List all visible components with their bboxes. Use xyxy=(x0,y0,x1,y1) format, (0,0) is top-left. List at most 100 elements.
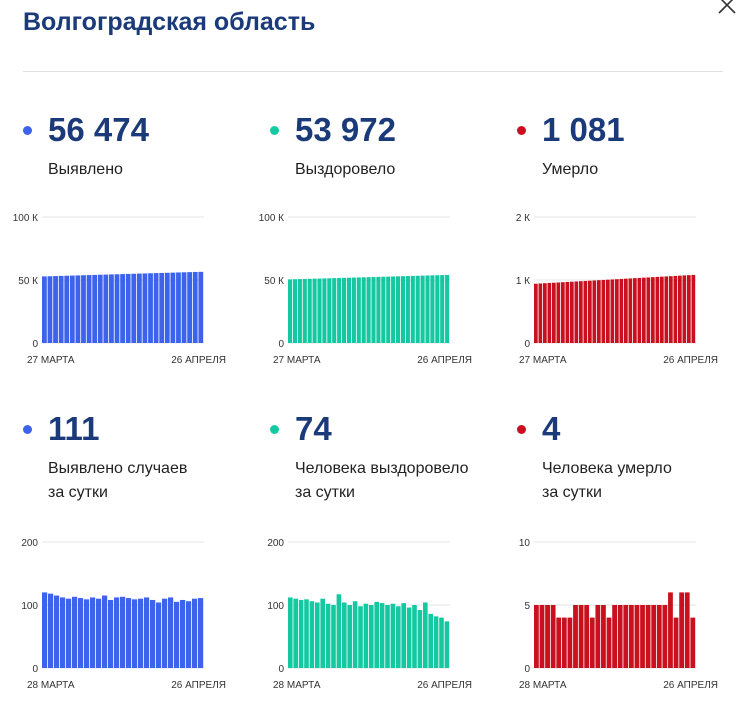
chart-daily-deaths: 0 5 10 28 МАРТА 26 АПРЕЛЯ xyxy=(519,538,718,691)
bar xyxy=(312,278,317,343)
bar xyxy=(92,274,98,343)
bar xyxy=(159,272,165,343)
bar xyxy=(327,278,332,343)
bar xyxy=(54,595,60,668)
bar xyxy=(664,276,669,343)
bar xyxy=(109,274,114,343)
stat-total-detected: 56 474 Выявлено xyxy=(23,110,253,178)
x-start-label: 27 МАРТА xyxy=(27,355,75,366)
chart-total-recovered: 0 50 К 100 К 27 МАРТА 26 АПРЕЛЯ xyxy=(259,213,472,366)
x-end-label: 26 АПРЕЛЯ xyxy=(171,355,226,366)
bar xyxy=(374,601,379,668)
bar xyxy=(96,598,102,668)
bar xyxy=(578,605,584,668)
bar xyxy=(440,275,445,343)
x-end-label: 26 АПРЕЛЯ xyxy=(663,355,718,366)
bar xyxy=(320,598,325,668)
bar xyxy=(168,597,174,668)
bar xyxy=(592,280,597,343)
bar xyxy=(331,605,336,668)
bar xyxy=(550,605,556,668)
detected-dot-icon xyxy=(23,425,32,434)
bar xyxy=(132,599,138,668)
bar xyxy=(439,617,444,668)
stat-label-line: за сутки xyxy=(295,484,355,501)
bar xyxy=(673,275,678,343)
bar xyxy=(445,274,450,343)
x-end-label: 26 АПРЕЛЯ xyxy=(663,680,718,691)
bar xyxy=(628,605,634,668)
x-start-label: 28 МАРТА xyxy=(273,680,321,691)
bar xyxy=(309,601,315,668)
stat-label: Выявлено xyxy=(48,158,258,182)
bar xyxy=(573,605,578,668)
bar xyxy=(120,596,126,668)
stat-label: Выявлено случаев за сутки xyxy=(48,457,258,505)
deaths-dot-icon xyxy=(517,126,526,135)
bar xyxy=(655,276,660,343)
bar xyxy=(47,276,53,343)
bar xyxy=(656,605,662,668)
chart-total-deaths: 0 1 К 2 К 27 МАРТА 26 АПРЕЛЯ xyxy=(516,213,718,366)
bar xyxy=(606,279,610,343)
bar xyxy=(192,598,198,668)
bar xyxy=(142,273,148,343)
y-tick-label: 50 К xyxy=(264,276,284,287)
bar xyxy=(668,592,673,668)
x-end-label: 26 АПРЕЛЯ xyxy=(417,680,472,691)
bar xyxy=(148,273,153,343)
stat-value: 56 474 xyxy=(48,111,149,148)
bar xyxy=(366,277,371,343)
detected-dot-icon xyxy=(23,126,32,135)
stat-label-line: Человека умерло xyxy=(542,460,672,477)
close-icon[interactable] xyxy=(716,0,738,16)
bar xyxy=(103,274,109,343)
bar xyxy=(90,597,96,668)
y-tick-label: 0 xyxy=(278,664,284,675)
x-start-label: 28 МАРТА xyxy=(519,680,567,691)
recovered-dot-icon xyxy=(270,126,279,135)
bar xyxy=(601,279,606,343)
bar xyxy=(642,277,646,343)
y-tick-label: 1 К xyxy=(516,276,530,287)
bar xyxy=(597,280,601,343)
bar xyxy=(69,275,75,343)
stat-value: 1 081 xyxy=(542,111,625,148)
recovered-dot-icon xyxy=(270,425,279,434)
stat-label: Человека умерло за сутки xyxy=(542,457,746,505)
bar xyxy=(423,602,428,668)
bar xyxy=(583,280,588,343)
bar xyxy=(396,606,401,668)
bar xyxy=(114,597,120,668)
bar xyxy=(543,283,547,343)
bar xyxy=(198,271,204,343)
bar xyxy=(595,605,601,668)
bar xyxy=(556,617,562,668)
bar xyxy=(125,273,131,343)
bar xyxy=(342,602,347,668)
x-start-label: 27 МАРТА xyxy=(519,355,567,366)
bar xyxy=(561,617,567,668)
bar xyxy=(288,597,293,668)
bar xyxy=(415,275,420,343)
bar xyxy=(444,621,450,668)
bar xyxy=(336,594,342,668)
x-end-label: 26 АПРЕЛЯ xyxy=(171,680,226,691)
bar xyxy=(347,605,352,668)
bar xyxy=(589,617,595,668)
bar xyxy=(176,272,181,343)
y-tick-label: 50 К xyxy=(18,276,38,287)
stat-daily-detected: 111 Выявлено случаев за сутки xyxy=(23,409,253,501)
bar xyxy=(386,276,391,343)
bar xyxy=(298,599,304,668)
bar xyxy=(315,602,320,668)
bar xyxy=(293,598,298,668)
bar xyxy=(634,605,640,668)
bar xyxy=(180,599,186,668)
deaths-dot-icon xyxy=(517,425,526,434)
stat-daily-recovered: 74 Человека выздоровело за сутки xyxy=(270,409,500,501)
bar xyxy=(307,278,312,343)
bar xyxy=(567,617,573,668)
bar xyxy=(192,271,198,343)
bar xyxy=(102,595,108,668)
